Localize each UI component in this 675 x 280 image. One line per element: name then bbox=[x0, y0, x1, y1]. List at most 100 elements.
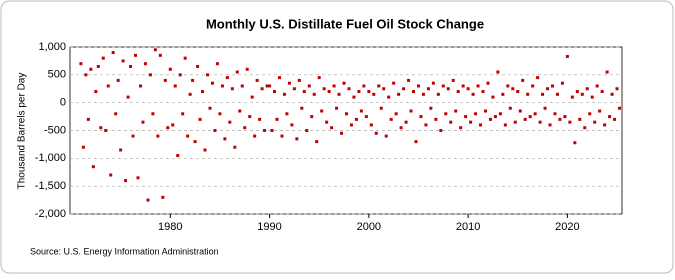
point bbox=[215, 62, 219, 66]
point bbox=[263, 129, 267, 132]
point bbox=[560, 81, 564, 85]
point bbox=[521, 78, 525, 82]
point bbox=[446, 87, 450, 91]
point bbox=[382, 87, 386, 91]
point bbox=[608, 115, 612, 119]
point bbox=[310, 115, 314, 119]
point bbox=[84, 73, 88, 77]
point bbox=[394, 112, 398, 116]
point bbox=[325, 120, 329, 124]
point bbox=[330, 126, 334, 130]
point bbox=[171, 123, 175, 127]
point bbox=[402, 87, 406, 91]
point bbox=[439, 129, 443, 132]
point bbox=[258, 117, 262, 121]
point bbox=[618, 106, 622, 110]
point bbox=[491, 95, 495, 99]
point bbox=[416, 84, 420, 88]
point bbox=[565, 54, 569, 58]
y-tick-label: 1,000 bbox=[38, 41, 66, 53]
point bbox=[404, 120, 408, 124]
point bbox=[129, 64, 133, 68]
point bbox=[166, 126, 170, 130]
y-tick-label: 0 bbox=[60, 97, 66, 109]
point bbox=[583, 126, 587, 130]
point bbox=[399, 126, 403, 130]
point bbox=[362, 84, 366, 88]
point bbox=[384, 134, 388, 138]
point bbox=[265, 84, 269, 88]
x-tick-label: 2000 bbox=[357, 221, 381, 233]
point bbox=[600, 90, 604, 94]
point bbox=[225, 76, 229, 80]
point bbox=[201, 90, 205, 94]
point bbox=[573, 141, 577, 145]
point bbox=[461, 84, 465, 88]
point bbox=[79, 62, 83, 66]
x-tick-label: 2020 bbox=[555, 221, 579, 233]
point bbox=[553, 112, 557, 116]
point bbox=[327, 90, 331, 94]
point bbox=[407, 78, 411, 82]
point bbox=[146, 198, 150, 202]
point bbox=[444, 112, 448, 116]
point bbox=[570, 95, 574, 99]
point bbox=[218, 112, 222, 116]
point bbox=[119, 148, 123, 152]
point bbox=[409, 109, 413, 113]
point bbox=[503, 123, 507, 127]
point bbox=[479, 123, 483, 127]
point bbox=[349, 123, 353, 127]
point bbox=[206, 73, 210, 77]
point bbox=[412, 90, 416, 94]
point bbox=[369, 123, 373, 127]
point bbox=[536, 76, 540, 80]
point bbox=[320, 109, 324, 113]
point bbox=[421, 92, 425, 96]
point bbox=[595, 84, 599, 88]
point bbox=[357, 90, 361, 94]
point bbox=[392, 81, 396, 85]
point bbox=[186, 134, 190, 138]
chart-title: Monthly U.S. Distillate Fuel Oil Stock C… bbox=[206, 16, 484, 31]
point bbox=[429, 106, 433, 110]
point bbox=[235, 70, 239, 74]
point bbox=[337, 92, 341, 96]
point bbox=[126, 95, 130, 99]
point bbox=[183, 56, 187, 60]
point bbox=[240, 84, 244, 88]
point bbox=[367, 90, 371, 94]
point bbox=[138, 84, 142, 88]
point bbox=[168, 67, 172, 71]
point bbox=[590, 95, 594, 99]
point bbox=[203, 148, 207, 152]
point bbox=[81, 145, 85, 149]
point bbox=[220, 84, 224, 88]
point bbox=[163, 78, 167, 82]
point bbox=[563, 115, 567, 119]
point bbox=[347, 87, 351, 91]
point bbox=[498, 112, 502, 116]
y-tick-label: -1,000 bbox=[35, 152, 66, 164]
point bbox=[493, 115, 497, 119]
point bbox=[359, 109, 363, 113]
point bbox=[456, 90, 460, 94]
point bbox=[441, 84, 445, 88]
point bbox=[317, 76, 321, 80]
point bbox=[364, 115, 368, 119]
point bbox=[575, 90, 579, 94]
point bbox=[459, 126, 463, 130]
point bbox=[354, 117, 358, 121]
y-tick-label: -500 bbox=[44, 124, 66, 136]
point bbox=[555, 92, 559, 96]
point bbox=[228, 120, 232, 124]
point bbox=[451, 78, 455, 82]
point bbox=[260, 87, 264, 91]
point bbox=[546, 87, 550, 91]
point bbox=[449, 120, 453, 124]
point bbox=[245, 67, 249, 71]
point bbox=[516, 90, 520, 94]
point bbox=[94, 90, 98, 94]
point bbox=[471, 92, 475, 96]
